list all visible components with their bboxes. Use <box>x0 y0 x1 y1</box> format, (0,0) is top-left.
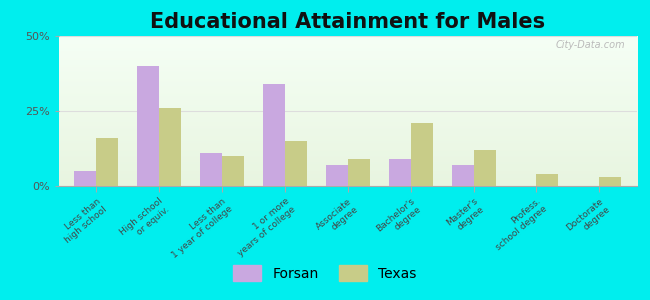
Bar <box>326 165 348 186</box>
Bar <box>536 174 558 186</box>
Bar <box>222 156 244 186</box>
Text: City-Data.com: City-Data.com <box>556 40 625 50</box>
Bar <box>473 150 495 186</box>
Bar <box>137 66 159 186</box>
Title: Educational Attainment for Males: Educational Attainment for Males <box>150 12 545 32</box>
Bar <box>159 108 181 186</box>
Bar <box>285 141 307 186</box>
Bar <box>599 177 621 186</box>
Bar <box>263 84 285 186</box>
Bar <box>411 123 433 186</box>
Legend: Forsan, Texas: Forsan, Texas <box>233 265 417 281</box>
Bar <box>389 159 411 186</box>
Bar <box>74 171 96 186</box>
Bar <box>452 165 473 186</box>
Bar <box>348 159 370 186</box>
Bar <box>96 138 118 186</box>
Bar <box>200 153 222 186</box>
